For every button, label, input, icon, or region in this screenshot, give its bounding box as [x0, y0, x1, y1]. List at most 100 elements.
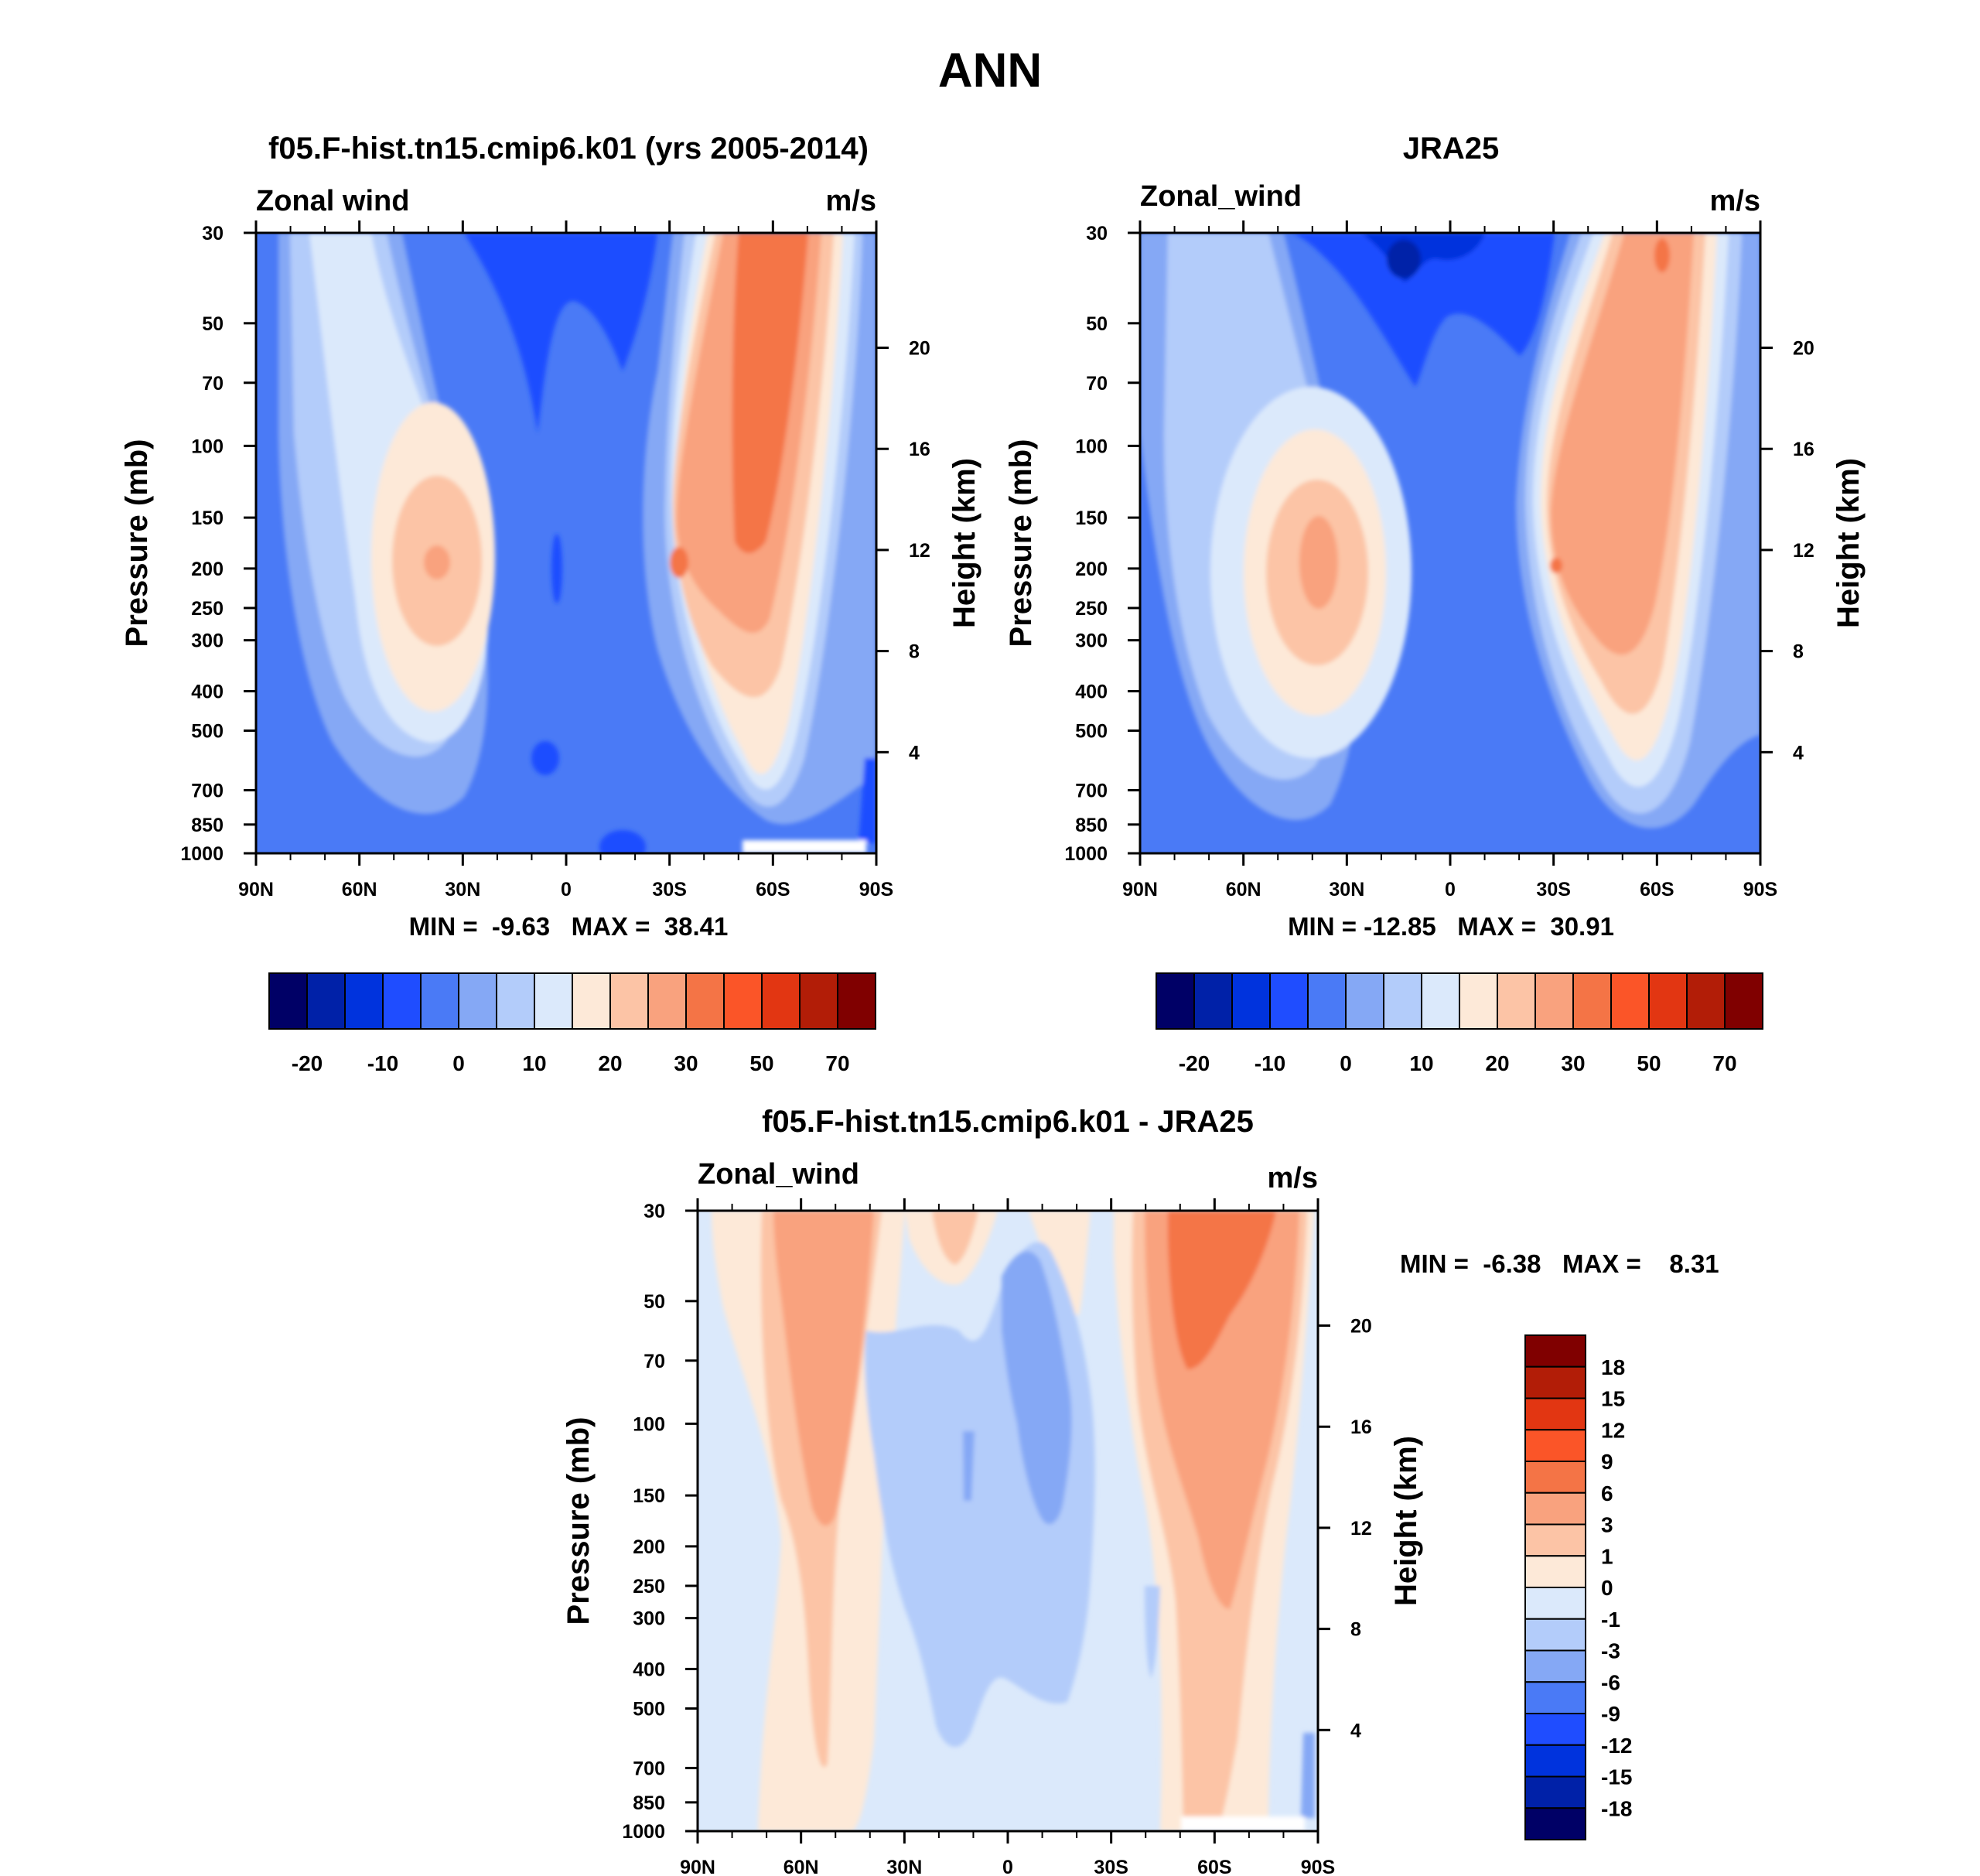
colorbar-label: 3 [1601, 1513, 1613, 1537]
colorbar-swatch [647, 972, 687, 1030]
contour-band [1551, 233, 1694, 655]
colorbar-label: 18 [1601, 1355, 1625, 1379]
panel-title: JRA25 [1403, 132, 1500, 166]
x-tick-label: 30N [886, 1857, 922, 1876]
x-tick-label: 0 [1445, 879, 1456, 900]
x-tick-label: 60N [1226, 879, 1261, 900]
axis-ticks: 90N 60N 30N 0 30S 60S 90S 30 50 70 100 150 200 250 300… [180, 220, 930, 900]
y-axis-label: Pressure (mb) [562, 1417, 596, 1625]
colorbar-label: 1 [1601, 1544, 1613, 1568]
variable-label: Zonal_wind [698, 1158, 859, 1191]
colorbar-swatch [1610, 972, 1650, 1030]
colorbar-swatch [1524, 1587, 1586, 1620]
colorbar-swatch [572, 972, 611, 1030]
contour-band [1550, 558, 1562, 573]
colorbar-swatch [1524, 1365, 1586, 1399]
y-tick-label: 400 [633, 1659, 665, 1680]
colorbar-swatch [1686, 972, 1726, 1030]
x-tick-label: 30S [1094, 1857, 1128, 1876]
colorbar-swatch [1269, 972, 1309, 1030]
x-tick-label: 90S [1743, 879, 1777, 900]
contour-band [963, 1431, 975, 1501]
colorbar-label: 10 [522, 1051, 546, 1075]
colorbar-swatch [1724, 972, 1763, 1030]
colorbar-swatch [1307, 972, 1347, 1030]
contour-band [1654, 238, 1670, 272]
colorbar-label: 50 [749, 1051, 773, 1075]
colorbar-label: 0 [452, 1051, 465, 1075]
missing-data-region [1181, 1816, 1305, 1831]
colorbar-swatch [1524, 1523, 1586, 1557]
colorbar-swatch [723, 972, 763, 1030]
colorbar-swatch [1524, 1807, 1586, 1840]
colorbar-swatch [799, 972, 838, 1030]
colorbar-swatch [1524, 1713, 1586, 1746]
colorbar-label: 30 [674, 1051, 698, 1075]
contour-band [1168, 1211, 1276, 1369]
colorbar-label: 10 [1409, 1051, 1433, 1075]
colorbar-swatch [761, 972, 801, 1030]
contour-band [1029, 1211, 1091, 1315]
contour-band [1145, 1586, 1160, 1679]
contour-band [1387, 240, 1421, 278]
colorbar-swatch [1524, 1618, 1586, 1652]
y-tick-label: 250 [633, 1576, 665, 1598]
y-axis-label-right: Height (km) [1832, 458, 1866, 628]
y-tick-label: 1000 [180, 843, 224, 865]
colorbar-swatch [1524, 1492, 1586, 1526]
right-tick-label: 8 [1350, 1619, 1361, 1641]
y-tick-label: 500 [633, 1698, 665, 1720]
y-tick-label: 700 [191, 780, 224, 801]
colorbar-swatch [685, 972, 725, 1030]
main-title: ANN [938, 44, 1042, 97]
colorbar-label: -20 [292, 1051, 323, 1075]
colorbar-swatch [458, 972, 497, 1030]
x-tick-label: 90S [859, 879, 893, 900]
colorbar-label: 50 [1637, 1051, 1661, 1075]
y-tick-label: 200 [191, 559, 224, 580]
colorbar-swatch [1524, 1429, 1586, 1462]
y-tick-label: 850 [191, 815, 224, 836]
contour-band [1002, 1251, 1072, 1525]
variable-label: Zonal wind [256, 185, 409, 217]
y-tick-label: 850 [633, 1792, 665, 1814]
colorbar-swatch [1497, 972, 1536, 1030]
right-tick-label: 12 [1350, 1518, 1372, 1539]
panel-diff: f05.F-hist.tn15.cmip6.k01 - JRA25 Zonal_… [562, 1105, 1719, 1876]
y-tick-label: 50 [1086, 313, 1108, 335]
contour-band [1299, 516, 1338, 609]
axis-ticks: 90N 60N 30N 0 30S 60S 90S 30 50 70 100 150 200 250 300… [1064, 220, 1814, 900]
x-tick-label: 30N [445, 879, 480, 900]
y-tick-label: 500 [191, 720, 224, 742]
colorbar-swatch [306, 972, 346, 1030]
x-tick-label: 90N [680, 1857, 715, 1876]
colorbar-swatch [1524, 1461, 1586, 1494]
units-label: m/s [1710, 185, 1760, 217]
x-tick-label: 60S [1640, 879, 1674, 900]
colorbar-swatch [837, 972, 876, 1030]
x-tick-label: 30N [1329, 879, 1364, 900]
contour-field [256, 233, 876, 853]
x-tick-label: 0 [1002, 1857, 1013, 1876]
colorbar-label: 15 [1601, 1387, 1625, 1411]
missing-data-region [742, 840, 866, 853]
y-tick-label: 850 [1075, 815, 1108, 836]
x-tick-label: 30S [652, 879, 686, 900]
y-axis-label: Pressure (mb) [120, 439, 154, 648]
right-tick-label: 16 [909, 439, 930, 460]
contour-band [670, 547, 688, 578]
colorbar-label: -18 [1601, 1796, 1632, 1820]
y-tick-label: 100 [191, 436, 224, 457]
right-tick-label: 20 [1793, 338, 1814, 360]
colorbar-label: 0 [1340, 1051, 1352, 1075]
colorbar-swatch [1534, 972, 1574, 1030]
colorbar-label: -6 [1601, 1670, 1620, 1694]
colorbar-label: -9 [1601, 1702, 1620, 1726]
colorbar-label: 20 [598, 1051, 622, 1075]
right-tick-label: 20 [1350, 1316, 1372, 1338]
contour-band [859, 758, 876, 843]
y-tick-label: 500 [1075, 720, 1108, 742]
y-tick-label: 1000 [622, 1821, 665, 1843]
colorbar-swatch [1383, 972, 1422, 1030]
